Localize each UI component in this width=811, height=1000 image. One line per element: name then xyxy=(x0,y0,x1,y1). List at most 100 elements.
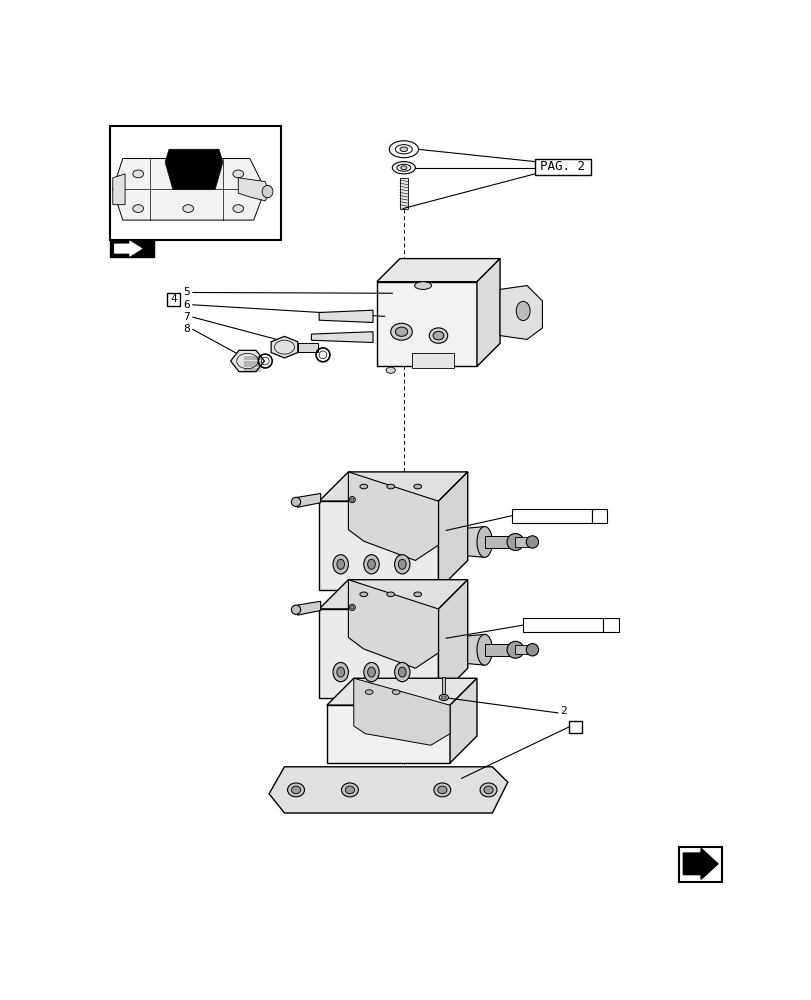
Bar xyxy=(442,677,445,694)
Ellipse shape xyxy=(476,634,491,665)
Text: 8: 8 xyxy=(183,324,190,334)
Ellipse shape xyxy=(441,696,445,699)
Polygon shape xyxy=(113,174,125,205)
Bar xyxy=(109,126,281,240)
Ellipse shape xyxy=(333,662,348,682)
Polygon shape xyxy=(683,848,717,879)
Ellipse shape xyxy=(432,331,444,340)
Polygon shape xyxy=(114,241,142,256)
Ellipse shape xyxy=(479,783,496,797)
Text: 6: 6 xyxy=(183,300,190,310)
Ellipse shape xyxy=(394,555,410,574)
Ellipse shape xyxy=(341,783,358,797)
Ellipse shape xyxy=(526,644,538,656)
Ellipse shape xyxy=(394,662,410,682)
Ellipse shape xyxy=(291,605,300,614)
Ellipse shape xyxy=(386,592,394,597)
Polygon shape xyxy=(354,678,449,745)
Polygon shape xyxy=(467,634,484,665)
Ellipse shape xyxy=(433,783,450,797)
Ellipse shape xyxy=(388,141,418,158)
Polygon shape xyxy=(449,678,476,763)
Ellipse shape xyxy=(233,205,243,212)
Bar xyxy=(484,644,515,656)
Polygon shape xyxy=(319,580,467,609)
Ellipse shape xyxy=(363,662,379,682)
Text: 5: 5 xyxy=(183,287,190,297)
Ellipse shape xyxy=(398,559,406,569)
Ellipse shape xyxy=(516,301,530,321)
Ellipse shape xyxy=(359,592,367,597)
Bar xyxy=(534,158,590,175)
Polygon shape xyxy=(297,601,320,615)
Ellipse shape xyxy=(333,555,348,574)
Ellipse shape xyxy=(397,164,410,171)
Ellipse shape xyxy=(287,783,304,797)
Ellipse shape xyxy=(398,667,406,677)
Ellipse shape xyxy=(262,185,272,198)
Ellipse shape xyxy=(133,205,144,212)
Ellipse shape xyxy=(414,592,421,597)
Bar xyxy=(411,353,453,368)
Polygon shape xyxy=(271,336,298,358)
Ellipse shape xyxy=(337,667,344,677)
Ellipse shape xyxy=(401,166,406,170)
Polygon shape xyxy=(311,332,372,343)
Ellipse shape xyxy=(439,694,448,701)
Bar xyxy=(603,618,618,632)
Polygon shape xyxy=(438,472,467,590)
Polygon shape xyxy=(113,158,265,220)
Text: 1.82.7/05A: 1.82.7/05A xyxy=(520,511,582,521)
Ellipse shape xyxy=(291,497,300,507)
Ellipse shape xyxy=(365,690,372,694)
Bar xyxy=(511,509,591,523)
Text: 4: 4 xyxy=(170,294,177,304)
Ellipse shape xyxy=(182,170,193,178)
Ellipse shape xyxy=(414,484,421,489)
Bar xyxy=(484,536,515,548)
Bar xyxy=(679,847,721,882)
Polygon shape xyxy=(348,472,438,560)
Ellipse shape xyxy=(476,527,491,557)
Ellipse shape xyxy=(291,786,300,794)
Bar xyxy=(109,240,154,257)
Ellipse shape xyxy=(367,559,375,569)
Polygon shape xyxy=(438,580,467,698)
Polygon shape xyxy=(297,493,320,507)
Ellipse shape xyxy=(437,786,446,794)
Ellipse shape xyxy=(483,786,492,794)
Text: 1.82.7/A: 1.82.7/A xyxy=(538,620,587,630)
Text: 2: 2 xyxy=(560,706,567,716)
Polygon shape xyxy=(319,472,467,501)
Ellipse shape xyxy=(395,327,407,336)
Bar xyxy=(167,293,179,306)
Ellipse shape xyxy=(345,786,354,794)
Ellipse shape xyxy=(400,147,407,152)
Bar xyxy=(298,343,317,352)
Ellipse shape xyxy=(414,282,431,289)
Polygon shape xyxy=(376,259,500,282)
Bar xyxy=(515,645,532,654)
Ellipse shape xyxy=(233,170,243,178)
Ellipse shape xyxy=(392,690,400,694)
Polygon shape xyxy=(326,705,449,763)
Polygon shape xyxy=(376,282,476,366)
Ellipse shape xyxy=(506,533,523,550)
Ellipse shape xyxy=(395,145,412,154)
Text: PAG. 2: PAG. 2 xyxy=(539,160,584,173)
Bar xyxy=(515,537,532,547)
Polygon shape xyxy=(476,259,500,366)
Ellipse shape xyxy=(386,367,395,373)
Polygon shape xyxy=(230,350,264,372)
Ellipse shape xyxy=(526,536,538,548)
Polygon shape xyxy=(348,580,438,668)
Bar xyxy=(591,509,607,523)
Text: 9: 9 xyxy=(595,511,602,521)
Ellipse shape xyxy=(349,604,355,610)
Ellipse shape xyxy=(359,484,367,489)
Polygon shape xyxy=(319,310,372,323)
Ellipse shape xyxy=(392,162,415,174)
Text: 7: 7 xyxy=(183,312,190,322)
Ellipse shape xyxy=(363,555,379,574)
Ellipse shape xyxy=(349,497,355,503)
